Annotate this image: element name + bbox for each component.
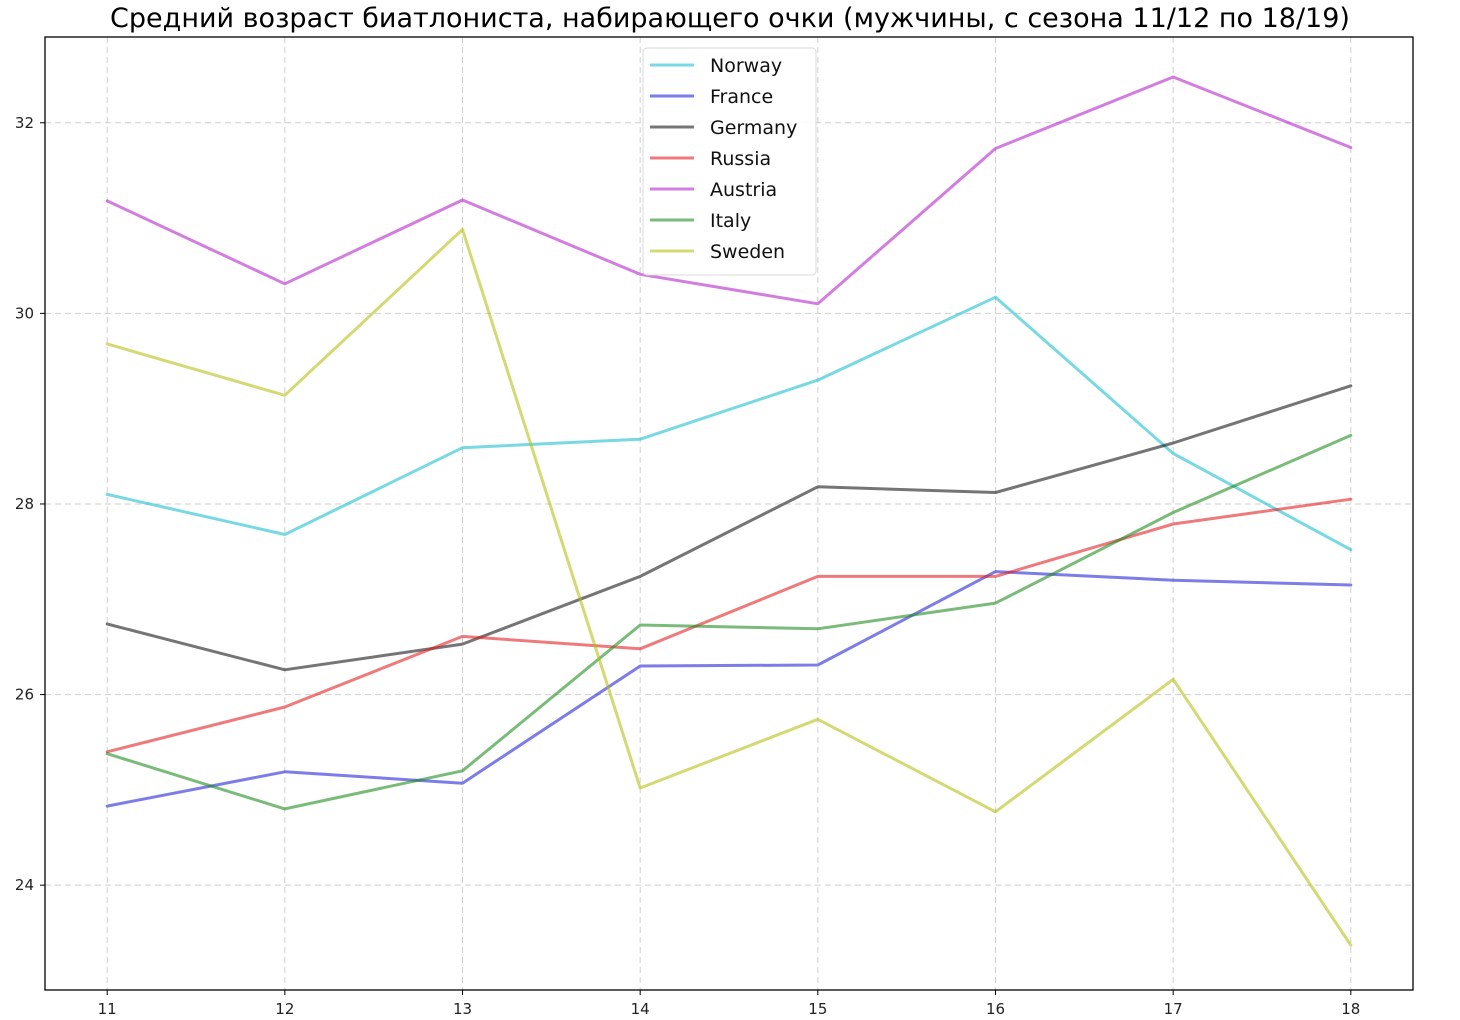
legend-label: Italy [710, 210, 751, 232]
legend: Norway France Germany Russia Austria Italy Swe… [642, 47, 817, 276]
series-lines [105, 75, 1353, 947]
y-tick-label: 30 [15, 304, 34, 322]
legend-label: Austria [710, 179, 777, 201]
series-line-france [105, 570, 1353, 808]
x-tick-label: 16 [986, 1000, 1005, 1018]
y-tick-label: 28 [15, 495, 34, 513]
x-tick-label: 11 [98, 1000, 117, 1018]
legend-label: France [710, 86, 773, 108]
x-tick-label: 13 [453, 1000, 472, 1018]
x-tick-label: 18 [1341, 1000, 1360, 1018]
series-line-sweden [105, 228, 1353, 947]
x-tick-label: 15 [808, 1000, 827, 1018]
x-axis: 11 12 13 14 15 16 17 18 [98, 990, 1360, 1018]
x-tick-label: 17 [1164, 1000, 1183, 1018]
legend-box [642, 47, 817, 276]
y-tick-label: 26 [15, 686, 34, 704]
series-line-austria [105, 75, 1353, 306]
plot-frame [44, 36, 1414, 991]
series-line-russia [105, 497, 1353, 754]
chart-title: Средний возраст биатлониста, набирающего… [110, 3, 1350, 34]
series-line-norway [105, 295, 1353, 552]
legend-label: Germany [710, 117, 797, 139]
series-line-italy [105, 433, 1353, 811]
legend-label: Sweden [710, 241, 785, 263]
y-tick-label: 32 [15, 114, 34, 132]
y-axis: 24 26 28 30 32 [15, 114, 45, 894]
x-tick-label: 14 [631, 1000, 650, 1018]
y-tick-label: 24 [15, 876, 34, 894]
x-tick-label: 12 [275, 1000, 294, 1018]
series-line-germany [105, 384, 1353, 672]
legend-label: Russia [710, 148, 771, 170]
legend-label: Norway [710, 55, 782, 77]
